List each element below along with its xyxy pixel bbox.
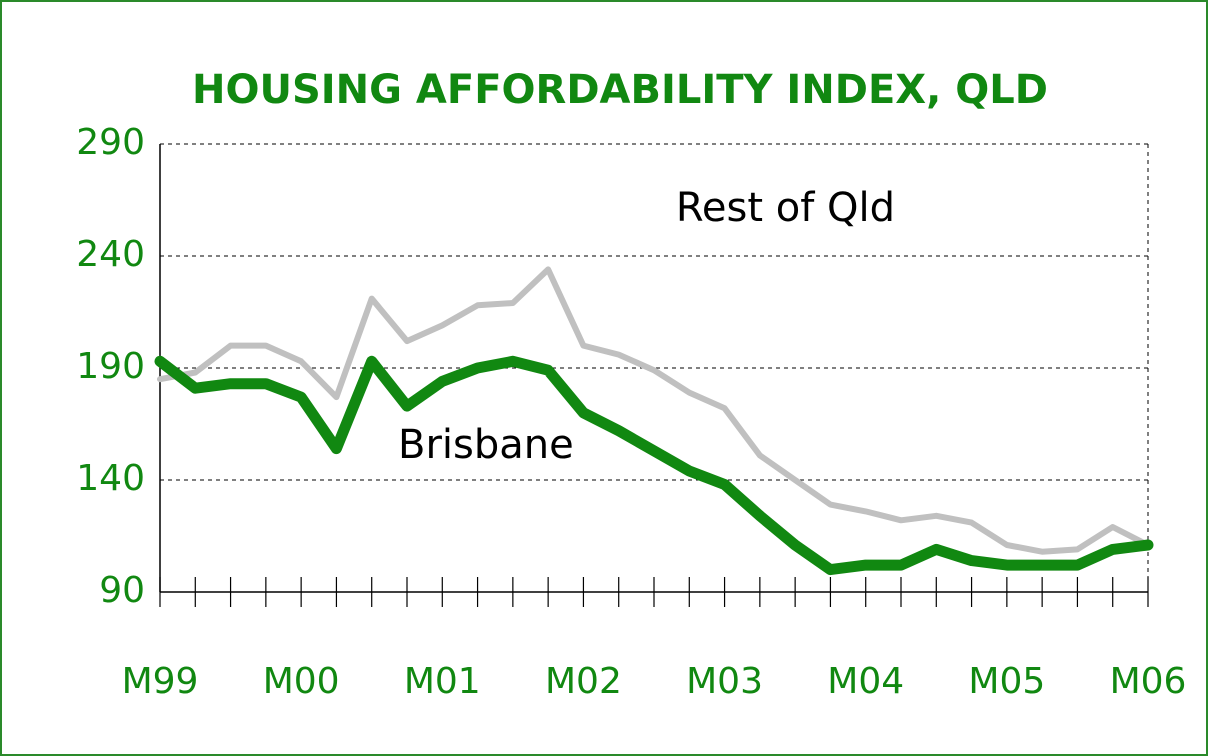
x-tick-label: M06 bbox=[1110, 661, 1187, 702]
y-tick-label: 90 bbox=[99, 570, 145, 611]
x-tick-label: M99 bbox=[122, 661, 199, 702]
series-label: Brisbane bbox=[398, 422, 574, 468]
series-line bbox=[154, 355, 1154, 576]
y-tick-label: 140 bbox=[76, 458, 145, 499]
x-tick-label: M03 bbox=[686, 661, 763, 702]
x-tick-label: M02 bbox=[545, 661, 622, 702]
x-tick-label: M04 bbox=[827, 661, 904, 702]
series-label: Rest of Qld bbox=[676, 185, 895, 231]
y-tick-label: 290 bbox=[76, 122, 145, 163]
x-tick-label: M05 bbox=[968, 661, 1045, 702]
series-line bbox=[157, 266, 1151, 555]
chart-title: HOUSING AFFORDABILITY INDEX, QLD bbox=[192, 67, 1048, 113]
y-tick-label: 190 bbox=[76, 346, 145, 387]
y-tick-label: 240 bbox=[76, 234, 145, 275]
x-tick-label: M01 bbox=[404, 661, 481, 702]
x-tick-label: M00 bbox=[263, 661, 340, 702]
